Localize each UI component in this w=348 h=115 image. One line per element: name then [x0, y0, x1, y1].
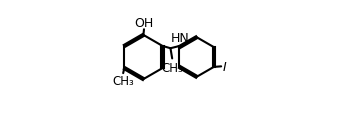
- Text: HN: HN: [171, 32, 189, 45]
- Text: CH₃: CH₃: [162, 61, 184, 74]
- Text: OH: OH: [134, 17, 153, 29]
- Text: I: I: [222, 60, 226, 73]
- Text: CH₃: CH₃: [112, 75, 134, 88]
